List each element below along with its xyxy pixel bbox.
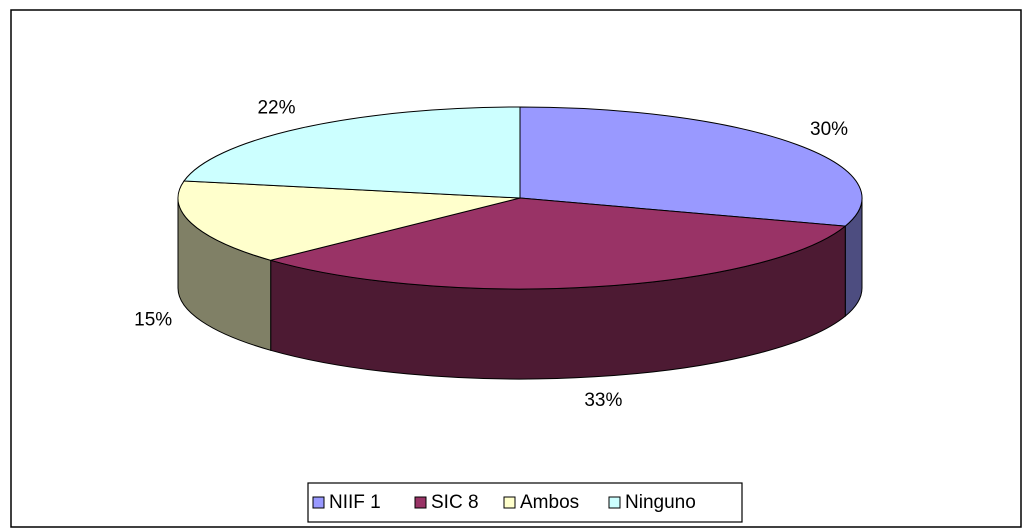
legend-swatch	[503, 496, 516, 509]
data-label: 15%	[134, 309, 172, 330]
data-label: 33%	[584, 390, 622, 411]
pie-slice	[183, 106, 521, 199]
legend-swatch	[414, 496, 427, 509]
pie-slice	[268, 197, 847, 290]
legend-swatch	[608, 496, 621, 509]
legend-label: Ninguno	[625, 492, 696, 513]
pie-slice	[177, 180, 521, 261]
legend-box	[307, 482, 743, 523]
legend-label: SIC 8	[431, 492, 479, 513]
legend-swatch	[312, 496, 325, 509]
pie-tops	[177, 106, 863, 290]
data-label: 30%	[810, 119, 848, 140]
legend-label: NIIF 1	[329, 492, 381, 513]
data-label: 22%	[257, 98, 295, 119]
legend-label: Ambos	[520, 492, 579, 513]
pie-slice	[519, 106, 863, 227]
